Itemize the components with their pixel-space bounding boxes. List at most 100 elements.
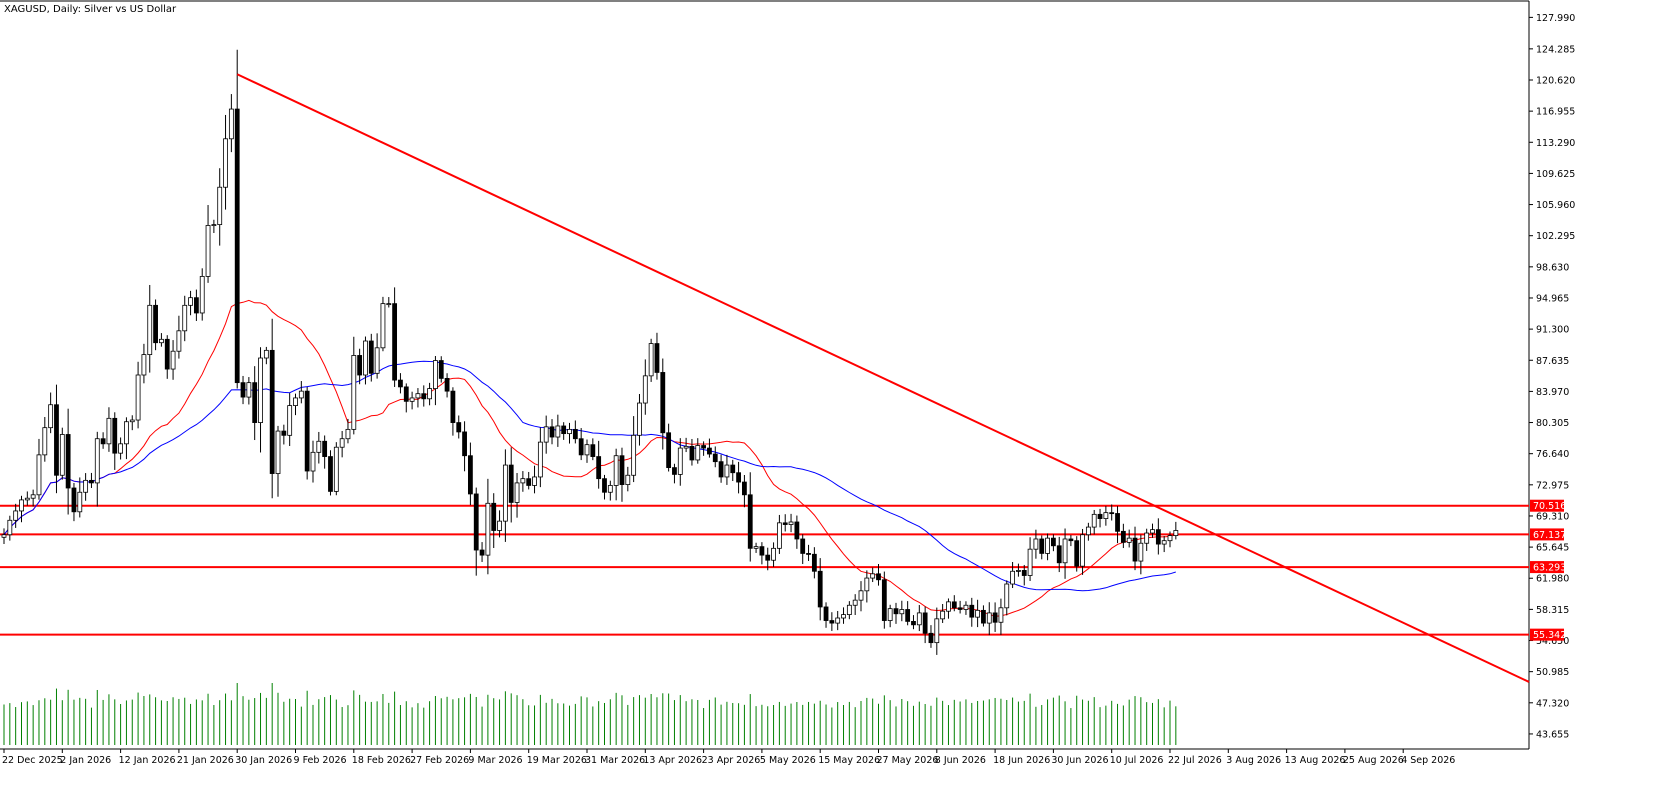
candle-body-down — [281, 430, 287, 436]
candle-body-down — [450, 390, 456, 423]
candle-body-down — [578, 438, 584, 456]
candle — [963, 601, 969, 615]
candle — [415, 388, 421, 408]
candle — [788, 513, 794, 533]
candle — [619, 447, 625, 502]
candle — [648, 338, 654, 382]
candle-body-down — [479, 549, 485, 556]
candle-body-up — [695, 445, 701, 461]
price-tick-label: 116.955 — [1536, 107, 1575, 118]
candle — [1068, 535, 1074, 547]
candle-body-down — [304, 390, 310, 472]
price-tick-label: 87.635 — [1536, 356, 1569, 367]
candle — [1074, 536, 1080, 572]
candle — [258, 347, 263, 453]
candle-body-down — [957, 607, 963, 610]
candle-body-down — [1132, 537, 1138, 562]
date-tick-label: 15 May 2026 — [818, 755, 880, 766]
candle — [718, 454, 724, 483]
candle-body-down — [89, 479, 94, 484]
candle — [666, 423, 672, 472]
candle-body-down — [911, 621, 916, 626]
candle — [561, 422, 567, 440]
candle-body-down — [1068, 538, 1074, 542]
candle-body-up — [30, 494, 36, 499]
candle — [508, 447, 514, 523]
candle-body-up — [310, 451, 316, 472]
candle-body-up — [415, 393, 421, 399]
candle-body-up — [975, 609, 981, 618]
candle — [514, 473, 520, 518]
candle-body-up — [724, 464, 730, 478]
candle-body-up — [1126, 537, 1132, 543]
candle-body-up — [998, 607, 1004, 623]
candle — [456, 415, 462, 439]
candle-body-up — [374, 347, 380, 374]
candle — [742, 475, 747, 508]
date-tick-label: 9 Mar 2026 — [468, 755, 522, 766]
candle — [1004, 580, 1010, 616]
candle — [83, 473, 89, 501]
candle — [153, 299, 158, 351]
date-tick-label: 25 Aug 2026 — [1343, 755, 1404, 766]
candle-body-up — [1062, 538, 1068, 564]
candle — [1091, 509, 1097, 535]
date-tick-label: 18 Jun 2026 — [993, 755, 1050, 766]
candle-body-down — [398, 379, 403, 388]
date-tick-label: 3 Aug 2026 — [1226, 755, 1281, 766]
date-tick-label: 9 Feb 2026 — [294, 755, 347, 766]
candle-body-down — [817, 570, 823, 608]
candle — [129, 415, 135, 431]
candle — [712, 446, 718, 468]
candle-body-up — [147, 304, 153, 356]
candle-body-down — [1120, 530, 1126, 543]
candle-body-up — [502, 464, 508, 522]
candle-body-up — [427, 388, 432, 400]
candle-body-up — [298, 390, 304, 399]
candle-body-up — [77, 491, 83, 513]
candle-body-up — [1173, 530, 1179, 536]
candle — [631, 416, 637, 483]
price-tick-label: 43.655 — [1536, 729, 1569, 740]
candle — [1033, 529, 1039, 559]
candle — [7, 515, 13, 541]
price-tick-label: 72.975 — [1536, 480, 1569, 491]
candle — [829, 612, 835, 631]
candle — [806, 544, 811, 561]
candle — [590, 438, 596, 461]
candle-body-up — [887, 608, 893, 621]
level-label-box — [1530, 499, 1564, 512]
candle-body-down — [444, 377, 450, 392]
candle-body-down — [456, 422, 462, 433]
candle — [870, 567, 876, 583]
candle-body-down — [829, 620, 835, 624]
chart-title: XAGUSD, Daily: Silver vs US Dollar — [4, 4, 177, 15]
candle-body-down — [421, 393, 427, 400]
candle-body-up — [1033, 538, 1039, 550]
candle-body-down — [922, 612, 928, 634]
date-tick-label: 27 Feb 2026 — [410, 755, 469, 766]
candle — [322, 435, 328, 469]
candle-body-down — [467, 455, 473, 495]
candle — [543, 415, 549, 454]
candle — [1150, 523, 1155, 538]
candle-body-down — [928, 632, 934, 644]
candle — [782, 514, 788, 532]
candle — [392, 287, 398, 387]
candle — [164, 335, 170, 379]
candle-body-down — [730, 464, 736, 474]
candle — [823, 602, 829, 628]
candle-body-down — [322, 440, 328, 457]
candle-body-up — [19, 499, 24, 512]
candle — [975, 599, 981, 628]
candle-body-down — [794, 521, 800, 540]
candle-body-up — [567, 428, 572, 435]
candle-body-up — [135, 374, 141, 421]
candle-body-up — [514, 482, 520, 503]
candle — [800, 534, 806, 565]
candle-body-down — [234, 108, 240, 384]
candle — [374, 333, 380, 379]
candle-body-up — [537, 441, 543, 478]
price-tick-label: 54.650 — [1536, 636, 1569, 647]
